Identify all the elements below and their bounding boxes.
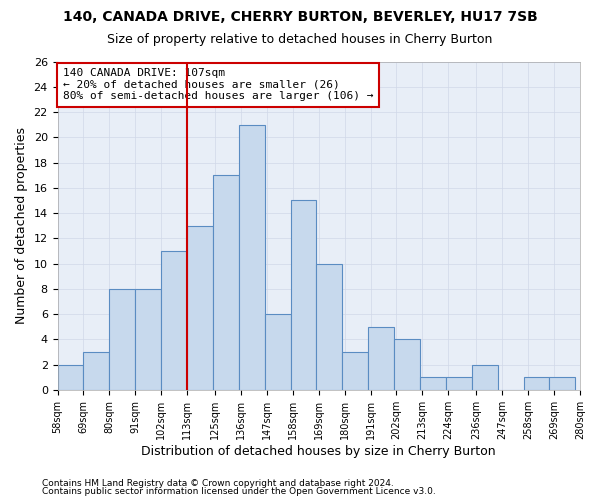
Bar [342,352,368,390]
Text: 140 CANADA DRIVE: 107sqm
← 20% of detached houses are smaller (26)
80% of semi-d: 140 CANADA DRIVE: 107sqm ← 20% of detach… [63,68,373,102]
Bar [290,200,316,390]
Bar [161,251,187,390]
Bar [83,352,109,390]
Bar [446,377,472,390]
Bar [135,289,161,390]
Text: Contains public sector information licensed under the Open Government Licence v3: Contains public sector information licen… [42,488,436,496]
Bar [472,364,497,390]
Bar [368,326,394,390]
Bar [550,377,575,390]
Bar [524,377,550,390]
Bar [213,175,239,390]
Bar [420,377,446,390]
Bar [239,124,265,390]
X-axis label: Distribution of detached houses by size in Cherry Burton: Distribution of detached houses by size … [142,444,496,458]
Text: Contains HM Land Registry data © Crown copyright and database right 2024.: Contains HM Land Registry data © Crown c… [42,478,394,488]
Bar [316,264,342,390]
Bar [187,226,213,390]
Text: Size of property relative to detached houses in Cherry Burton: Size of property relative to detached ho… [107,32,493,46]
Y-axis label: Number of detached properties: Number of detached properties [15,127,28,324]
Bar [265,314,290,390]
Text: 140, CANADA DRIVE, CHERRY BURTON, BEVERLEY, HU17 7SB: 140, CANADA DRIVE, CHERRY BURTON, BEVERL… [62,10,538,24]
Bar [58,364,83,390]
Bar [394,340,420,390]
Bar [109,289,135,390]
